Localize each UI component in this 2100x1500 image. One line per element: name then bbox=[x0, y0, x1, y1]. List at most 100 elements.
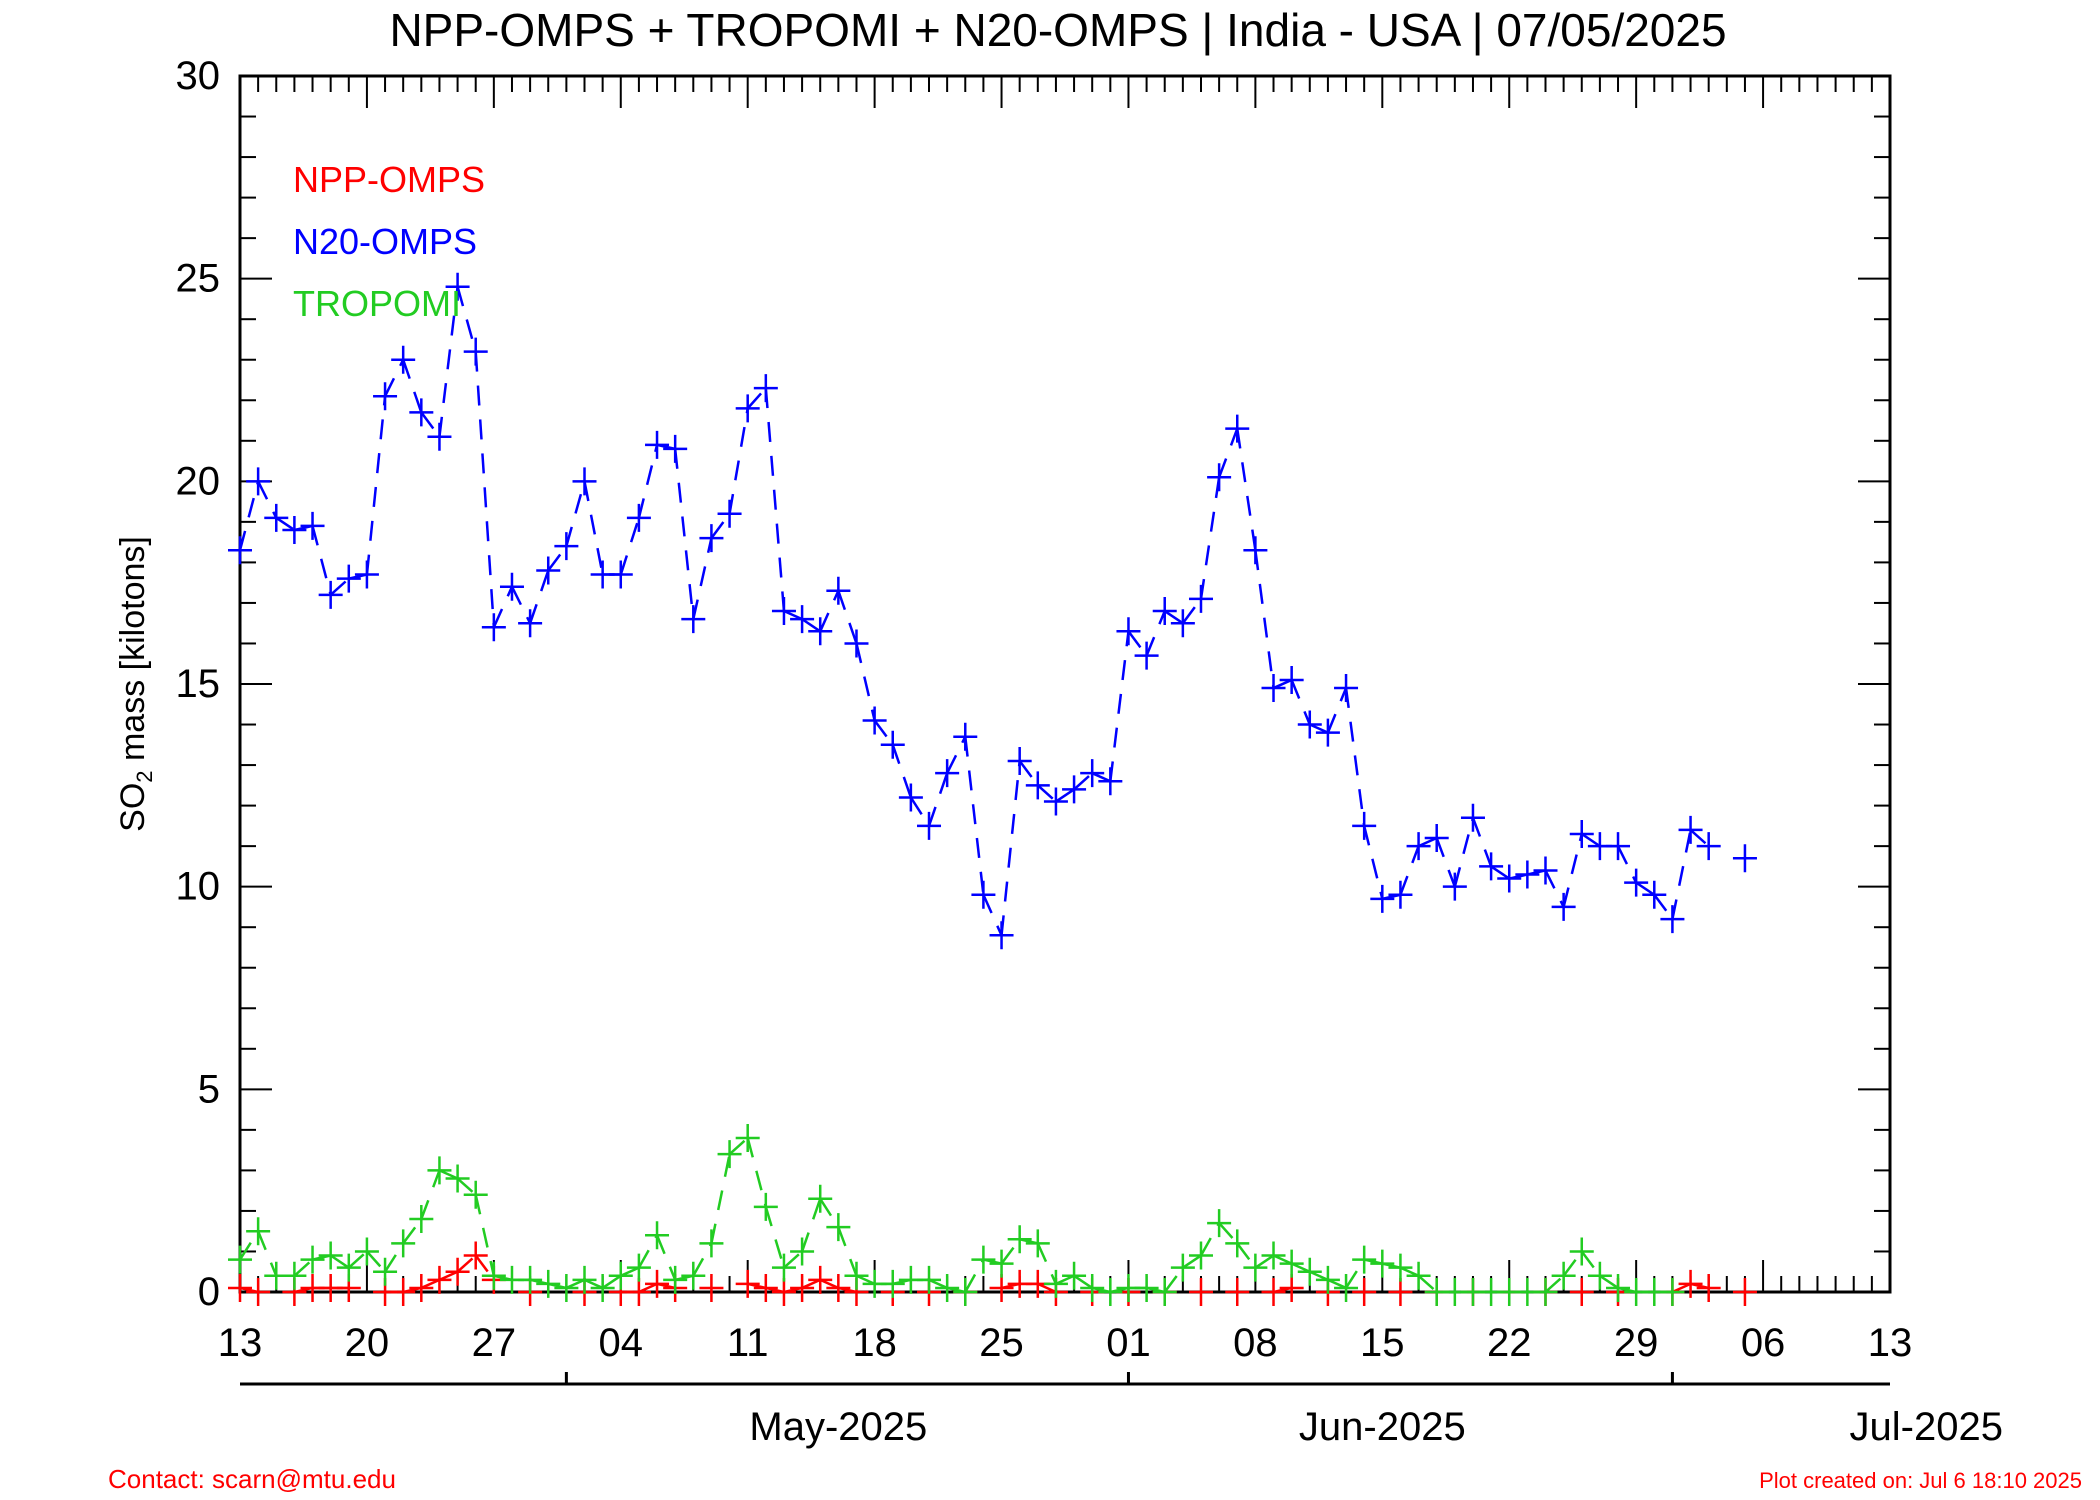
series-segment bbox=[637, 444, 659, 519]
series-segment bbox=[329, 1254, 350, 1269]
data-point bbox=[1207, 1209, 1232, 1238]
data-point bbox=[1315, 718, 1340, 747]
data-point bbox=[246, 1278, 271, 1306]
x-tick-label: 01 bbox=[1106, 1321, 1151, 1365]
series-segment bbox=[1217, 428, 1239, 478]
data-point bbox=[1043, 1269, 1068, 1298]
y-tick-label: 5 bbox=[198, 1067, 220, 1111]
data-point bbox=[1551, 1261, 1576, 1290]
series-segment bbox=[492, 586, 514, 628]
data-point bbox=[645, 1221, 670, 1250]
data-point bbox=[1334, 1273, 1359, 1302]
data-point bbox=[699, 1273, 724, 1302]
series-segment bbox=[1309, 723, 1329, 734]
y-tick-label: 30 bbox=[176, 54, 221, 98]
y-axis-label-rest: mass [kilotons] bbox=[114, 536, 152, 770]
data-point bbox=[1515, 860, 1540, 889]
series-segment bbox=[257, 480, 278, 519]
data-point bbox=[681, 1261, 706, 1290]
series-segment bbox=[655, 1234, 677, 1281]
data-point bbox=[445, 272, 470, 301]
data-point bbox=[1225, 1278, 1250, 1306]
data-point bbox=[1297, 710, 1322, 739]
data-point bbox=[1243, 1253, 1268, 1282]
data-point bbox=[1352, 1278, 1377, 1306]
data-point bbox=[608, 1261, 633, 1290]
x-tick-label: 22 bbox=[1487, 1321, 1532, 1365]
data-point bbox=[971, 880, 996, 909]
data-point bbox=[608, 560, 633, 589]
series-segment bbox=[1616, 845, 1638, 884]
series-segment bbox=[1671, 1282, 1692, 1294]
x-tick-label: 29 bbox=[1614, 1321, 1659, 1365]
series-segment bbox=[293, 1258, 314, 1277]
data-point bbox=[1696, 832, 1721, 861]
series-segment bbox=[746, 1137, 768, 1208]
series-segment bbox=[1273, 678, 1293, 690]
series-segment bbox=[637, 1234, 659, 1269]
series-segment bbox=[1037, 1282, 1057, 1294]
data-point bbox=[790, 1273, 815, 1302]
data-point bbox=[499, 572, 524, 601]
series-segment bbox=[402, 1218, 423, 1245]
data-point bbox=[554, 532, 579, 561]
series-segment bbox=[1562, 833, 1583, 908]
y-tick-label: 10 bbox=[176, 865, 221, 909]
x-tick-label: 06 bbox=[1741, 1321, 1786, 1365]
series-segment bbox=[764, 1206, 786, 1269]
series-segment bbox=[819, 1198, 840, 1228]
data-point bbox=[880, 730, 905, 759]
data-point bbox=[808, 617, 833, 646]
series-segment bbox=[1544, 1274, 1565, 1293]
y-tick-label: 20 bbox=[176, 459, 221, 503]
series-segment bbox=[1254, 550, 1275, 689]
y-tick-label: 0 bbox=[198, 1270, 220, 1314]
series-segment bbox=[783, 1250, 803, 1269]
series-segment bbox=[1544, 869, 1565, 908]
series-segment bbox=[620, 1266, 640, 1277]
series-segment bbox=[638, 1282, 658, 1294]
data-point bbox=[572, 1265, 597, 1294]
series-segment bbox=[565, 480, 586, 547]
series-segment bbox=[1309, 1270, 1329, 1281]
data-point bbox=[753, 1192, 778, 1221]
month-axis: May-2025 Jun-2025 Jul-2025 bbox=[240, 1372, 2003, 1449]
series-segment bbox=[420, 1278, 440, 1290]
series-segment bbox=[946, 736, 967, 774]
data-point bbox=[790, 1237, 815, 1266]
data-point bbox=[826, 576, 851, 605]
series-segment bbox=[583, 1278, 604, 1290]
series-segment bbox=[1418, 836, 1438, 848]
series-segment bbox=[1362, 825, 1384, 900]
series-segment bbox=[746, 387, 767, 410]
data-point bbox=[1297, 1257, 1322, 1286]
y-axis-label-subscript: 2 bbox=[132, 770, 157, 782]
series-segment bbox=[1199, 1222, 1221, 1257]
x-tick-label: 15 bbox=[1360, 1321, 1405, 1365]
series-segment bbox=[710, 513, 731, 539]
x-tick-label: 04 bbox=[599, 1321, 644, 1365]
series-segment bbox=[1218, 1222, 1239, 1245]
series-segment bbox=[764, 388, 786, 612]
series-segment bbox=[964, 736, 985, 895]
data-point bbox=[1134, 641, 1159, 670]
legend-entry: TROPOMI bbox=[293, 283, 461, 324]
plot-border bbox=[238, 74, 1892, 1294]
y-axis-ticks: 0 5 10 15 20 25 30 bbox=[176, 54, 1890, 1314]
legend-entry: NPP-OMPS bbox=[293, 159, 485, 200]
series-segment bbox=[365, 1250, 386, 1273]
series-segment bbox=[728, 408, 749, 514]
series-segment bbox=[1036, 1242, 1058, 1285]
data-point bbox=[1025, 771, 1050, 800]
chart-title: NPP-OMPS + TROPOMI + N20-OMPS | India - … bbox=[389, 4, 1726, 56]
series-segment bbox=[1127, 630, 1148, 657]
x-tick-label: 08 bbox=[1233, 1321, 1278, 1365]
contact-footer: Contact: scarn@mtu.edu bbox=[108, 1464, 396, 1494]
series-segment bbox=[583, 481, 604, 575]
series-segment bbox=[1182, 1254, 1202, 1269]
series-segment bbox=[928, 1278, 948, 1290]
series-segment bbox=[855, 1274, 876, 1286]
series-segment bbox=[1199, 477, 1221, 600]
series-segment bbox=[801, 1278, 821, 1290]
data-point bbox=[626, 1278, 651, 1306]
